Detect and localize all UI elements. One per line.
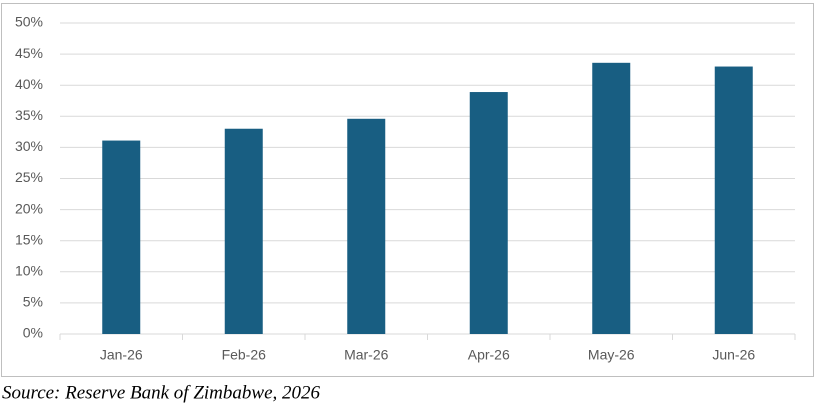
x-tick-label: Jun-26 bbox=[712, 347, 755, 363]
y-tick-label: 10% bbox=[15, 263, 43, 279]
x-tick-label: Mar-26 bbox=[344, 347, 389, 363]
y-tick-label: 50% bbox=[15, 14, 43, 30]
y-tick-label: 40% bbox=[15, 76, 43, 92]
bar bbox=[347, 118, 386, 335]
y-tick-label: 45% bbox=[15, 45, 43, 61]
bar bbox=[102, 140, 141, 334]
x-tick-label: Jan-26 bbox=[100, 347, 143, 363]
y-tick-label: 35% bbox=[15, 107, 43, 123]
x-tick-label: Apr-26 bbox=[468, 347, 510, 363]
y-tick-label: 25% bbox=[15, 169, 43, 185]
source-note: Source: Reserve Bank of Zimbabwe, 2026 bbox=[2, 382, 320, 403]
y-tick-label: 0% bbox=[23, 325, 43, 341]
y-tick-label: 5% bbox=[23, 294, 43, 310]
bar bbox=[592, 62, 631, 335]
x-tick-label: May-26 bbox=[588, 347, 635, 363]
bar bbox=[714, 66, 753, 334]
y-tick-label: 15% bbox=[15, 231, 43, 247]
y-tick-label: 30% bbox=[15, 138, 43, 154]
bar bbox=[469, 92, 508, 335]
bar bbox=[224, 128, 263, 334]
y-tick-label: 20% bbox=[15, 200, 43, 216]
x-tick-label: Feb-26 bbox=[222, 347, 267, 363]
